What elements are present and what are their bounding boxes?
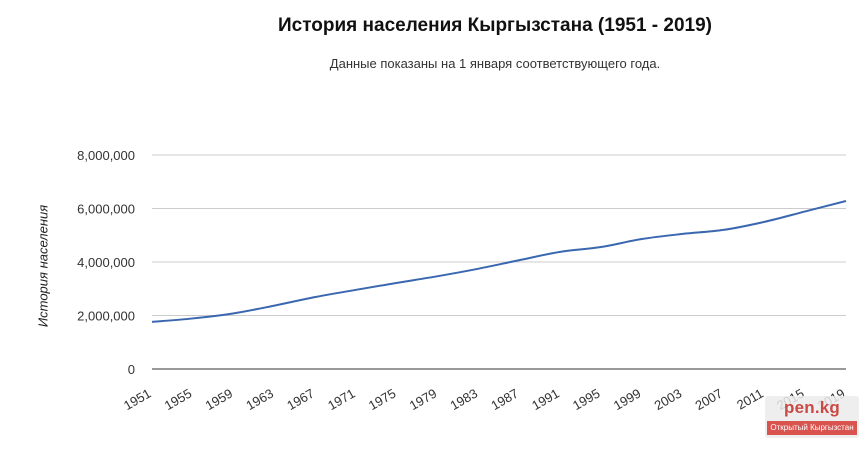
chart-title: История населения Кыргызстана (1951 - 20… [278, 15, 712, 36]
x-tick-label: 1963 [243, 386, 276, 413]
x-tick-label: 1975 [366, 386, 399, 413]
y-tick-label: 0 [128, 362, 135, 377]
x-tick-label: 1971 [325, 386, 358, 413]
y-tick-label: 6,000,000 [77, 202, 135, 217]
x-tick-label: 1951 [121, 386, 154, 413]
y-axis-label: История населения [35, 204, 51, 328]
x-tick-label: 1995 [570, 386, 603, 413]
watermark-tagline: Открытый Кыргызстан [767, 421, 857, 435]
y-tick-label: 2,000,000 [77, 309, 135, 324]
x-tick-label: 1955 [162, 386, 195, 413]
x-tick-label: 1979 [407, 386, 440, 413]
y-tick-label: 8,000,000 [77, 148, 135, 163]
x-tick-label: 1999 [611, 386, 644, 413]
x-tick-label: 2007 [692, 386, 725, 413]
x-tick-label: 1959 [203, 386, 236, 413]
x-tick-label: 1991 [529, 386, 562, 413]
watermark-logo-text: pen.kg [784, 398, 840, 417]
y-tick-label: 4,000,000 [77, 255, 135, 270]
watermark-logo: pen.kg Открытый Кыргызстан [765, 396, 859, 438]
population-line [151, 200, 847, 323]
x-tick-label: 2003 [652, 386, 685, 413]
x-tick-label: 1967 [284, 386, 317, 413]
x-tick-label: 1983 [448, 386, 481, 413]
x-tick-label: 2011 [734, 386, 766, 413]
x-tick-label: 1987 [488, 386, 521, 413]
chart-subtitle: Данные показаны на 1 января соответствую… [329, 56, 661, 71]
